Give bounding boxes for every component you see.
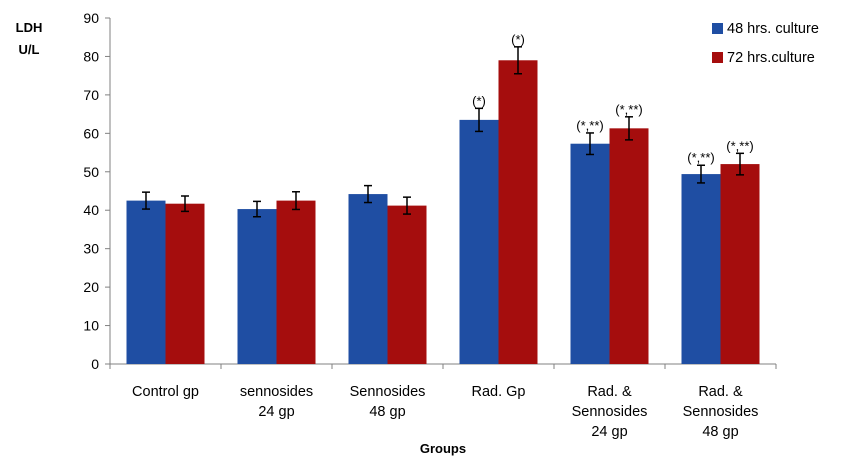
legend-swatch [712, 23, 723, 34]
bar [459, 119, 499, 364]
significance-label: (*,**) [615, 102, 642, 117]
category-label: Control gp [132, 384, 199, 400]
y-tick-label: 10 [83, 318, 99, 334]
category-labels: Control gp sennosides 24 gp Sennosides 48 gp… [132, 384, 758, 440]
y-tick-label: 50 [83, 164, 99, 180]
x-axis-title: Groups [420, 441, 466, 456]
bar [498, 60, 538, 365]
category-label: sennosides 24 gp [240, 384, 313, 420]
y-tick-label: 90 [83, 10, 99, 26]
y-tick-label: 30 [83, 241, 99, 257]
category-label-line: sennosides [240, 384, 313, 400]
y-axis-title: LDH U/L [16, 20, 43, 57]
category-label-line: Rad. & [698, 384, 743, 400]
x-axis [109, 363, 777, 369]
bar [681, 174, 721, 364]
category-label-line: 24 gp [258, 404, 294, 420]
bar [609, 128, 649, 364]
significance-label: (*,**) [576, 118, 603, 133]
significance-label: (*,**) [687, 150, 714, 165]
category-label-line: Sennosides [683, 404, 759, 420]
bar [165, 203, 205, 364]
y-tick-label: 70 [83, 87, 99, 103]
y-tick-label: 0 [91, 356, 99, 372]
category-label-line: 48 gp [369, 404, 405, 420]
legend-swatch [712, 52, 723, 63]
bar [126, 200, 166, 364]
category-label: Rad. Gp [472, 384, 526, 400]
error-bars [142, 46, 744, 218]
bars [126, 60, 760, 365]
category-label-line: 24 gp [591, 424, 627, 440]
bar [720, 164, 760, 364]
y-tick-label: 60 [83, 125, 99, 141]
bar [570, 143, 610, 364]
category-label-line: Rad. Gp [472, 384, 526, 400]
legend-label: 72 hrs.culture [727, 50, 815, 66]
y-axis: 0 10 20 30 40 50 60 70 80 90 [83, 10, 111, 372]
y-tick-label: 20 [83, 279, 99, 295]
legend-label: 48 hrs. culture [727, 21, 819, 37]
bar [237, 209, 277, 364]
category-label-line: Sennosides [350, 384, 426, 400]
legend: 48 hrs. culture 72 hrs.culture [712, 21, 819, 66]
category-label: Rad. & Sennosides 48 gp [683, 384, 759, 440]
category-label-line: Control gp [132, 384, 199, 400]
y-axis-title-line: U/L [19, 42, 40, 57]
category-label-line: 48 gp [702, 424, 738, 440]
y-axis-title-line: LDH [16, 20, 43, 35]
category-label: Rad. & Sennosides 24 gp [572, 384, 648, 440]
y-tick-label: 80 [83, 48, 99, 64]
significance-annotations: (*) (*,**) (*,**) (*) (*,**) (*,**) [472, 32, 754, 165]
category-label-line: Sennosides [572, 404, 648, 420]
category-label: Sennosides 48 gp [350, 384, 426, 420]
bar [387, 205, 427, 364]
bar [348, 194, 388, 364]
significance-label: (*) [472, 93, 486, 108]
category-label-line: Rad. & [587, 384, 632, 400]
significance-label: (*,**) [726, 138, 753, 153]
significance-label: (*) [511, 32, 525, 47]
bar [276, 200, 316, 364]
y-tick-label: 40 [83, 202, 99, 218]
